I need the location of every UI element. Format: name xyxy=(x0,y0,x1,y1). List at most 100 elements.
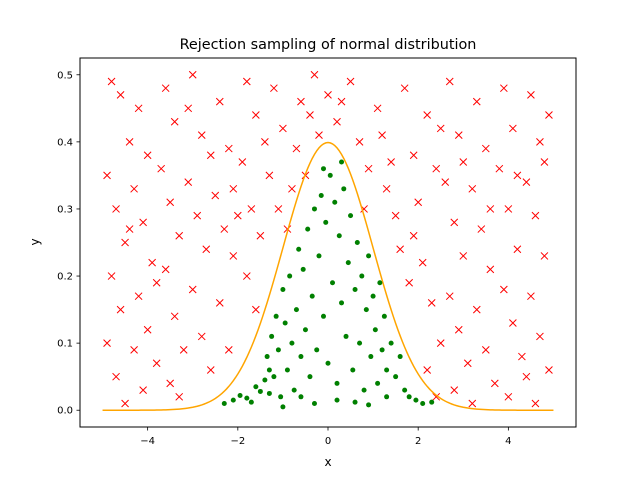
rejected-point xyxy=(179,345,188,354)
accepted-point xyxy=(230,397,236,403)
accepted-point xyxy=(282,320,288,326)
rejected-point xyxy=(247,205,256,213)
rejected-point xyxy=(495,164,504,173)
accepted-point xyxy=(388,340,394,346)
rejected-point xyxy=(545,111,553,119)
rejected-point xyxy=(527,292,535,301)
rejected-point xyxy=(441,178,450,186)
accepted-point xyxy=(253,384,259,390)
accepted-point xyxy=(368,354,374,360)
accepted-point xyxy=(370,293,376,299)
accepted-point xyxy=(363,307,369,313)
y-tick-label: 0.5 xyxy=(57,70,73,81)
accepted-point xyxy=(307,374,313,380)
accepted-point xyxy=(320,166,326,172)
rejected-point xyxy=(292,144,301,153)
rejected-point xyxy=(427,299,436,307)
rejected-point xyxy=(315,131,323,140)
rejected-point xyxy=(252,305,260,314)
accepted-point xyxy=(397,354,403,360)
accepted-point xyxy=(323,219,329,225)
rejected-point xyxy=(121,238,129,247)
rejected-point xyxy=(170,117,179,126)
rejected-point xyxy=(233,211,242,220)
rejected-point xyxy=(450,218,459,227)
y-tick-label: 0.1 xyxy=(57,339,73,350)
rejected-point xyxy=(454,131,463,140)
accepted-point xyxy=(361,387,367,393)
rejected-point xyxy=(166,379,175,388)
rejected-point xyxy=(157,164,166,173)
accepted-point xyxy=(273,313,279,319)
rejected-point xyxy=(459,252,468,260)
accepted-point xyxy=(257,388,263,394)
rejected-point xyxy=(378,131,386,140)
rejected-point xyxy=(256,231,265,240)
rejected-point xyxy=(143,325,152,334)
rejected-point xyxy=(540,252,549,260)
rejected-point xyxy=(531,399,540,408)
accepted-point xyxy=(318,193,324,199)
rejected-point xyxy=(184,104,193,113)
accepted-point xyxy=(293,307,299,313)
accepted-point xyxy=(366,402,372,408)
accepted-point xyxy=(366,253,372,259)
accepted-point xyxy=(320,313,326,319)
accepted-point xyxy=(352,399,358,405)
rejected-point xyxy=(536,332,544,341)
rejected-point xyxy=(472,97,481,106)
accepted-point xyxy=(359,273,365,279)
rejected-point xyxy=(432,392,441,401)
accepted-point xyxy=(314,347,320,353)
rejected-point xyxy=(107,77,116,86)
rejected-point xyxy=(112,372,120,381)
accepted-point xyxy=(334,397,340,403)
rejected-point xyxy=(161,265,170,274)
rejected-point xyxy=(261,138,269,146)
accepted-point xyxy=(325,360,331,366)
accepted-point xyxy=(379,347,385,353)
rejected-point xyxy=(355,138,364,146)
plot-marks xyxy=(102,70,554,411)
rejected-point xyxy=(405,278,414,287)
x-tick-label: −2 xyxy=(230,436,245,447)
rejected-point xyxy=(513,171,522,180)
rejected-point xyxy=(486,265,495,274)
rejected-point xyxy=(423,111,432,119)
rejected-point xyxy=(540,158,549,166)
accepted-point xyxy=(280,286,286,292)
y-tick-label: 0.0 xyxy=(57,406,73,417)
accepted-point xyxy=(266,390,272,396)
accepted-point xyxy=(339,159,345,165)
rejected-point xyxy=(265,171,274,180)
rejected-point xyxy=(373,104,382,113)
rejected-point xyxy=(536,138,544,146)
rejected-point xyxy=(152,278,161,287)
rejected-point xyxy=(103,171,111,180)
accepted-point xyxy=(327,172,333,178)
rejected-point xyxy=(125,225,134,233)
rejected-point xyxy=(188,285,197,294)
accepted-point xyxy=(311,206,317,212)
rejected-point xyxy=(445,77,454,86)
x-tick-label: 0 xyxy=(325,436,331,447)
rejected-point xyxy=(116,91,125,99)
rejected-point xyxy=(481,144,490,153)
rejected-point xyxy=(252,111,260,119)
rejected-point xyxy=(125,138,134,146)
y-axis: 0.0 0.1 0.2 0.3 0.4 0.5 xyxy=(57,70,80,417)
accepted-point xyxy=(345,260,351,266)
rejected-point xyxy=(468,399,477,408)
rejected-point xyxy=(112,205,120,213)
accepted-point xyxy=(264,354,270,360)
accepted-point xyxy=(275,347,281,353)
rejected-point xyxy=(175,231,184,240)
accepted-point xyxy=(354,240,360,245)
rejected-point xyxy=(364,164,373,173)
accepted-point xyxy=(372,327,378,333)
rejected-point xyxy=(188,70,197,79)
accepted-point xyxy=(350,367,356,373)
accepted-point xyxy=(244,395,250,401)
rejected-point xyxy=(242,272,251,280)
